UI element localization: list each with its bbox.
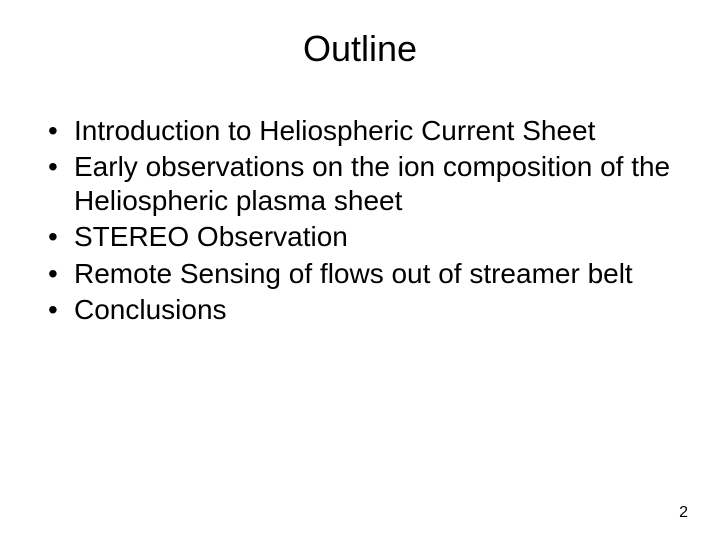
slide-container: Outline Introduction to Heliospheric Cur… xyxy=(0,0,720,540)
page-number: 2 xyxy=(679,504,688,522)
bullet-item: Conclusions xyxy=(44,293,690,327)
bullet-item: Remote Sensing of flows out of streamer … xyxy=(44,257,690,291)
slide-title: Outline xyxy=(30,28,690,70)
bullet-list: Introduction to Heliospheric Current She… xyxy=(44,114,690,327)
bullet-item: STEREO Observation xyxy=(44,220,690,254)
slide-content: Introduction to Heliospheric Current She… xyxy=(30,114,690,329)
bullet-item: Early observations on the ion compositio… xyxy=(44,150,690,218)
bullet-item: Introduction to Heliospheric Current She… xyxy=(44,114,690,148)
